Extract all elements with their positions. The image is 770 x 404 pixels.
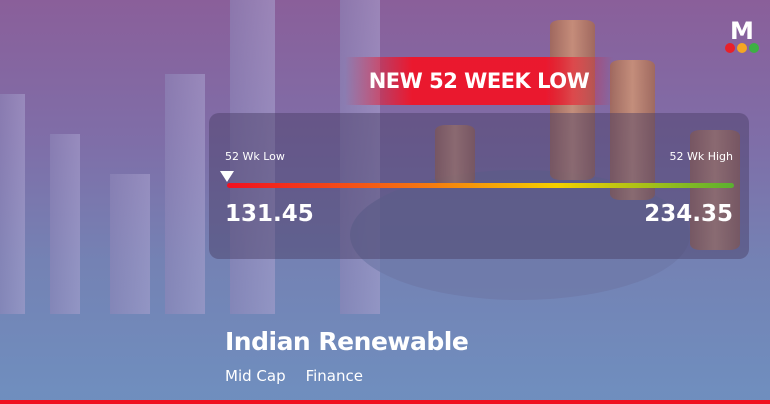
- bottom-accent-line: [0, 400, 770, 404]
- bg-bar: [0, 94, 25, 314]
- logo-letter: M: [730, 17, 754, 45]
- bg-coins: [610, 60, 655, 200]
- sector-tag: Finance: [305, 367, 363, 385]
- range-bar: [227, 183, 734, 188]
- market-cap-tag: Mid Cap: [225, 367, 286, 385]
- bg-bar: [110, 174, 150, 314]
- logo-dot-orange: [737, 43, 747, 53]
- logo-dot-green: [749, 43, 759, 53]
- bg-coins: [690, 130, 740, 250]
- logo: M: [722, 17, 762, 54]
- high-value: 234.35: [644, 201, 733, 227]
- bg-bar: [165, 74, 205, 314]
- bg-bar: [230, 0, 275, 314]
- bg-bar: [50, 134, 80, 314]
- logo-dot-red: [725, 43, 735, 53]
- company-tags: Mid Cap Finance: [225, 367, 363, 385]
- company-name: Indian Renewable: [225, 327, 469, 356]
- high-label: 52 Wk High: [669, 150, 733, 163]
- low-value: 131.45: [225, 201, 314, 227]
- low-label: 52 Wk Low: [225, 150, 285, 163]
- new-52-week-low-banner: NEW 52 WEEK LOW: [345, 57, 613, 105]
- current-price-marker-icon: [220, 171, 234, 182]
- range-panel: 52 Wk Low 52 Wk High 131.45 234.35: [209, 113, 749, 259]
- bg-coins: [435, 125, 475, 185]
